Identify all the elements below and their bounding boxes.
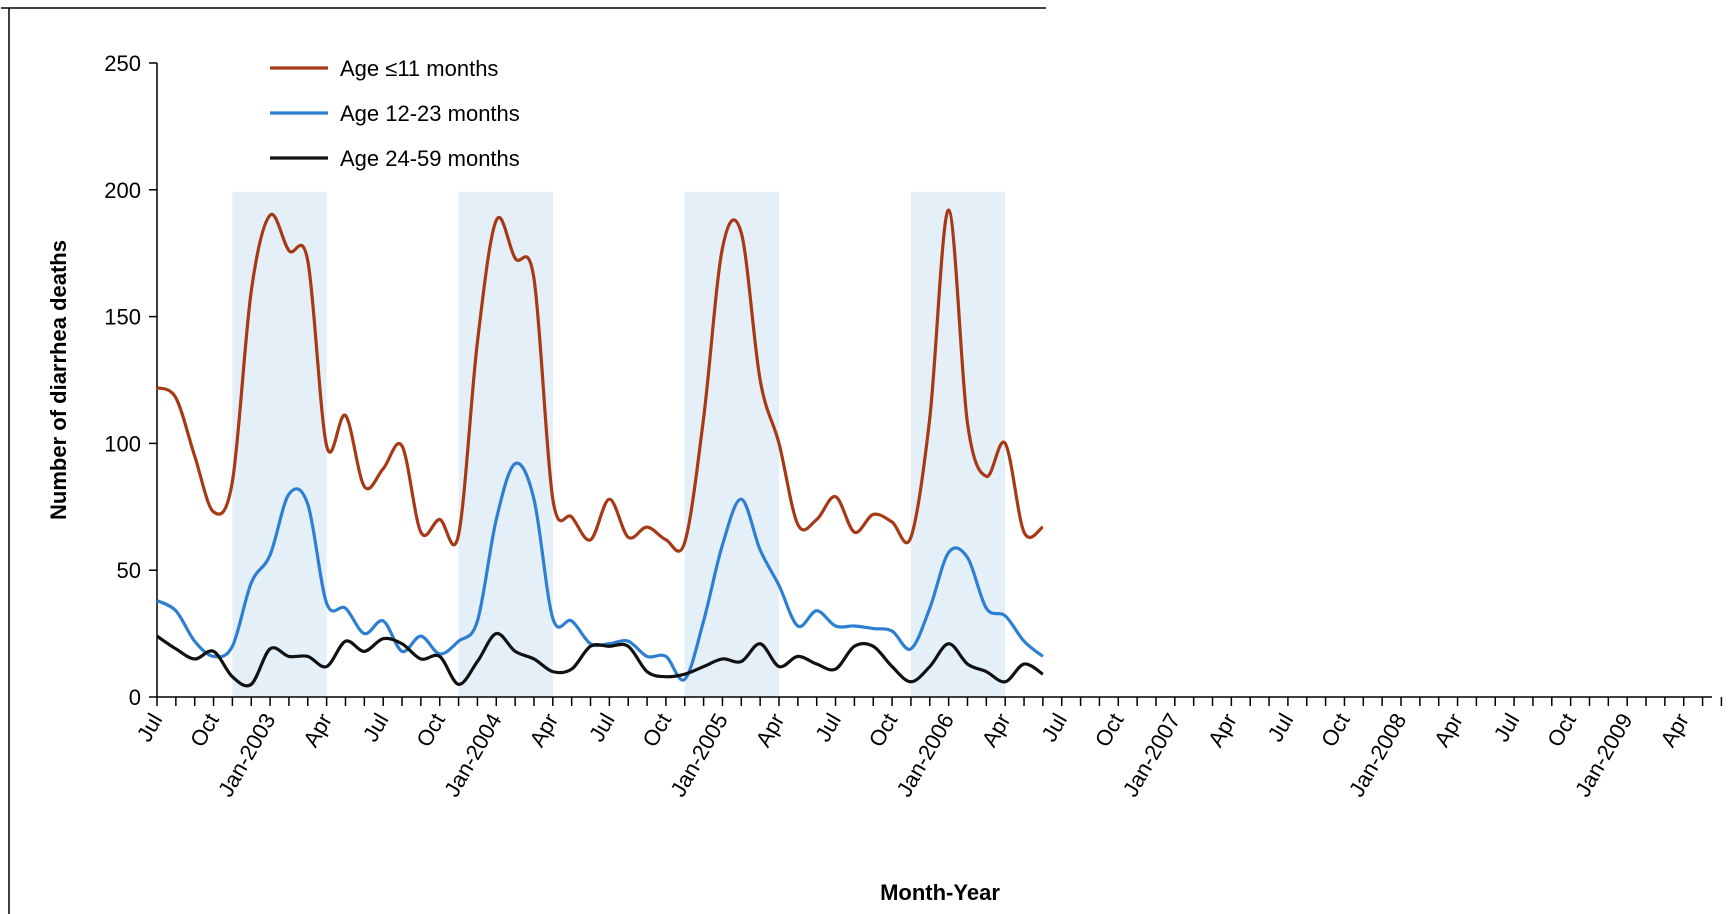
- x-axis-label: Month-Year: [880, 880, 1000, 905]
- x-tick-label: Jul: [132, 709, 168, 746]
- shaded-period: [458, 191, 553, 698]
- series-line: [156, 461, 1044, 682]
- x-tick-label: Oct: [637, 709, 676, 751]
- x-tick-label: Oct: [1090, 709, 1129, 751]
- x-tick-label: Apr: [977, 709, 1016, 751]
- x-tick-label: Jul: [584, 709, 620, 746]
- legend-label: Age 24-59 months: [340, 146, 520, 171]
- series-line: [156, 631, 1044, 688]
- y-tick-label: 250: [104, 51, 141, 76]
- x-tick-label: Jul: [810, 709, 846, 746]
- x-tick-label: Apr: [524, 709, 563, 751]
- x-tick-label: Apr: [751, 709, 790, 751]
- x-tick-label: Oct: [1542, 709, 1581, 751]
- y-tick-label: 0: [129, 685, 141, 710]
- legend-label: Age ≤11 months: [340, 56, 498, 81]
- x-tick-label: Oct: [1316, 709, 1355, 751]
- x-tick-label: Jul: [1036, 709, 1072, 746]
- x-tick-label: Jul: [1489, 709, 1525, 746]
- x-tick-label: Apr: [1429, 709, 1468, 751]
- y-axis-label: Number of diarrhea deaths: [46, 240, 71, 520]
- x-tick-label: Apr: [298, 709, 337, 751]
- x-tick-label: Oct: [185, 709, 224, 751]
- series-line: [156, 208, 1044, 553]
- y-tick-label: 150: [104, 305, 141, 330]
- legend-label: Age 12-23 months: [340, 101, 520, 126]
- x-tick-label: Oct: [864, 709, 903, 751]
- y-tick-label: 50: [117, 558, 141, 583]
- x-tick-label: Apr: [1203, 709, 1242, 751]
- x-tick-label: Jul: [358, 709, 394, 746]
- x-tick-label: Oct: [411, 709, 450, 751]
- y-tick-label: 200: [104, 178, 141, 203]
- y-tick-label: 100: [104, 431, 141, 456]
- x-tick-label: Jul: [1263, 709, 1299, 746]
- shaded-period: [232, 191, 327, 698]
- x-tick-label: Apr: [1655, 709, 1694, 751]
